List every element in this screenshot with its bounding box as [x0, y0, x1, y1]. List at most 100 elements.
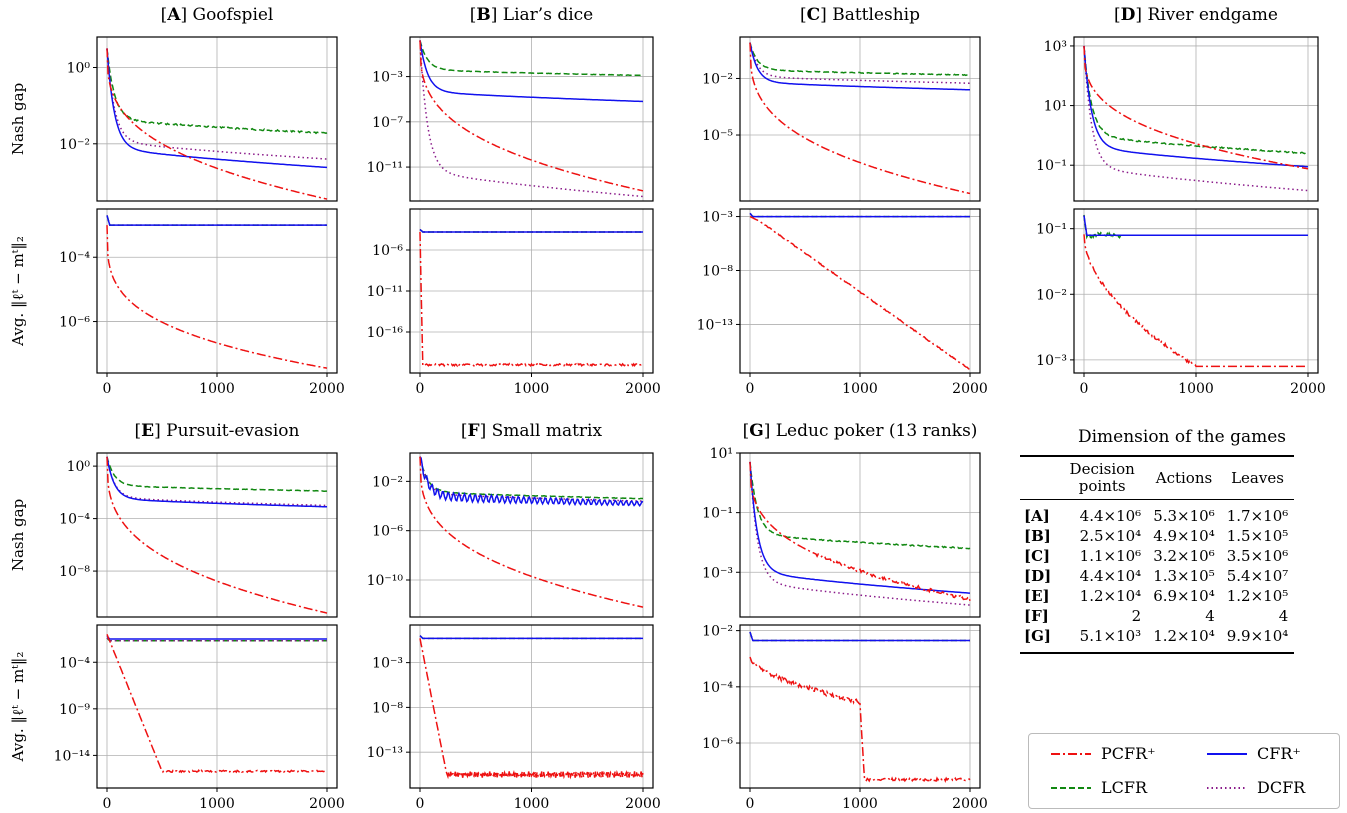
series-line-pcfrplus [106, 225, 328, 369]
x-tick-label: 1000 [1178, 381, 1214, 397]
chart-B: [B] Liar’s dice10⁻³10⁻⁷10⁻¹¹10⁻⁶10⁻¹¹10⁻… [367, 5, 661, 397]
chart-G: [G] Leduc poker (13 ranks) 10¹ 10⁻¹ 10⁻³ 10⁻… [702, 421, 988, 812]
y-tick-label: 10⁻¹⁶ [367, 325, 404, 341]
dimension-cell-actions: 1.2×10⁴ [1153, 627, 1215, 645]
series-line-cfrplus [1083, 45, 1309, 168]
cfr-line-swatch [1207, 752, 1247, 755]
plot-frame [739, 36, 981, 202]
plot-frame [96, 452, 338, 618]
x-tick-label: 2000 [625, 796, 661, 812]
y-tick-label: 10⁻⁵ [702, 128, 733, 144]
dimension-cell-leaves: 1.2×10⁵ [1226, 587, 1289, 605]
legend-label-lcfr: LCFR [1101, 778, 1148, 797]
series-line-lcfr [749, 42, 971, 77]
plot-frame [1073, 36, 1319, 202]
dimension-cell-dp: 5.1×10³ [1079, 627, 1142, 645]
dimension-cell-dp: 1.1×10⁶ [1079, 547, 1142, 565]
dimension-cell-label: [D] [1024, 567, 1052, 585]
y-tick-label: 10⁻¹ [1036, 158, 1067, 174]
y-tick-label: 10⁻¹ [702, 506, 733, 522]
series-line-cfrplus [106, 48, 327, 169]
series-line-dcfr [749, 461, 971, 606]
y-axis-label: Nash gap [9, 83, 27, 155]
y-tick-label: 10⁻⁴ [59, 250, 90, 266]
y-tick-label: 10⁻² [59, 137, 90, 153]
diff-panel: 10⁻⁴ 10⁻⁶ 0 1000 2000 Avg. ‖ℓᵗ − mᵗ‖₂ [9, 208, 345, 397]
series-line-cfrplus [749, 631, 970, 642]
dimension-cell-leaves: 3.5×10⁶ [1226, 547, 1289, 565]
x-tick-label: 0 [416, 381, 425, 397]
legend: PCFR⁺ CFR⁺ LCFR DCFR [1028, 733, 1340, 809]
series-line-cfrplus [749, 42, 970, 91]
dcfr-line-swatch [1207, 786, 1247, 789]
dimension-cell-leaves: 9.9×10⁴ [1226, 627, 1289, 645]
series-line-cfrplus [106, 456, 327, 508]
series-line-lcfr [1083, 46, 1309, 155]
nash-gap-panel: 10⁰ 10⁻⁴ 10⁻⁸ Nash gap [9, 452, 338, 618]
series-line-pcfrplus [419, 638, 644, 780]
dimension-table-header: Decision points Actions Leaves [1020, 456, 1295, 500]
series-line-cfrplus [106, 635, 327, 640]
chart-F: [F] Small matrix10⁻²10⁻⁶10⁻¹⁰10⁻³10⁻⁸10⁻… [367, 421, 661, 812]
diff-panel: 10⁻³ 10⁻⁸ 10⁻¹³ 0 1000 2000 [697, 208, 988, 397]
y-tick-label: 10⁻⁶ [702, 736, 733, 752]
y-tick-label: 10³ [1044, 39, 1067, 55]
y-tick-label: 10¹ [1044, 99, 1067, 115]
dimension-row: [B] 2.5×10⁴ 4.9×10⁴ 1.5×10⁵ [1020, 526, 1294, 546]
x-tick-label: 1000 [514, 381, 550, 397]
dimension-row: [E] 1.2×10⁴ 6.9×10⁴ 1.2×10⁵ [1020, 586, 1294, 606]
chart-C: [C] Battleship 10⁻² 10⁻⁵ 10⁻³ 10⁻⁸ 10⁻¹³ 0 1000… [697, 5, 988, 397]
pcfr-line-swatch [1051, 752, 1091, 755]
x-tick-label: 1000 [514, 796, 550, 812]
series-line-lcfr [106, 48, 328, 135]
plot-frame [409, 452, 654, 618]
dimension-cell-dp: 4.4×10⁶ [1079, 507, 1142, 525]
y-tick-label: 10⁰ [67, 61, 91, 77]
series-line-pcfrplus [106, 48, 328, 200]
x-tick-label: 2000 [952, 796, 988, 812]
y-tick-label: 10⁻⁸ [702, 264, 733, 280]
y-tick-label: 10⁻⁶ [372, 243, 403, 259]
dimension-cell-dp: 2.5×10⁴ [1079, 527, 1142, 545]
chart-title: [F] Small matrix [461, 421, 603, 441]
series-line-pcfrplus [419, 456, 644, 608]
y-tick-label: 10⁻⁸ [372, 700, 403, 716]
y-axis-label: Avg. ‖ℓᵗ − mᵗ‖₂ [9, 236, 27, 347]
y-tick-label: 10⁻¹³ [367, 745, 403, 761]
series-line-pcfrplus [106, 634, 328, 774]
dimension-table-title: Dimension of the games [1077, 427, 1287, 447]
x-tick-label: 2000 [1290, 381, 1326, 397]
nash-gap-panel: 10⁻² 10⁻⁶ 10⁻¹⁰ [367, 452, 654, 618]
x-tick-label: 0 [746, 381, 755, 397]
nash-gap-panel: 10⁰ 10⁻² Nash gap [9, 36, 338, 202]
series-line-dcfr [1083, 45, 1309, 192]
diff-panel: 10⁻³ 10⁻⁸ 10⁻¹³ 0 1000 2000 [367, 624, 661, 812]
x-tick-label: 2000 [309, 796, 345, 812]
dimension-row: [F] 2 4 4 [1020, 606, 1294, 626]
series-line-pcfrplus [1083, 45, 1309, 170]
y-tick-label: 10⁻² [1036, 287, 1067, 303]
dimension-cell-label: [B] [1024, 527, 1051, 545]
y-tick-label: 10⁻³ [1036, 353, 1067, 369]
legend-label-pcfr: PCFR⁺ [1101, 744, 1156, 763]
dimension-cell-actions: 5.3×10⁶ [1153, 507, 1215, 525]
x-tick-label: 1000 [199, 381, 235, 397]
x-tick-label: 0 [103, 796, 112, 812]
series-line-dcfr [106, 48, 327, 160]
dimension-cell-label: [A] [1024, 507, 1050, 525]
series-line-pcfrplus [419, 231, 644, 368]
dimension-cell-actions: 4.9×10⁴ [1153, 527, 1215, 545]
lcfr-line-swatch [1051, 786, 1091, 789]
y-tick-label: 10¹ [710, 446, 733, 462]
series-line-lcfr [106, 637, 327, 642]
plot-frame [739, 452, 981, 618]
chart-title: [D] River endgame [1114, 5, 1278, 25]
y-tick-label: 10⁻¹¹ [367, 160, 403, 176]
y-axis-label: Nash gap [9, 499, 27, 571]
series-line-pcfrplus [106, 456, 328, 614]
legend-item-cfr: CFR⁺ [1207, 744, 1301, 763]
y-tick-label: 10⁻⁶ [59, 315, 90, 331]
x-tick-label: 2000 [952, 381, 988, 397]
